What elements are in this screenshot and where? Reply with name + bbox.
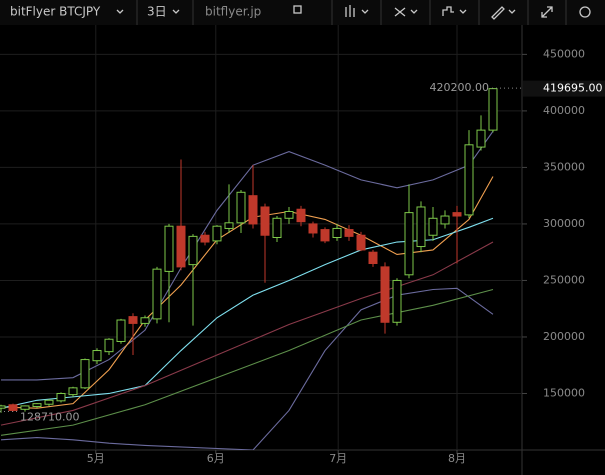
chevron[interactable] (410, 9, 418, 14)
candle-body (236, 191, 246, 224)
settings-icon[interactable] (579, 6, 591, 18)
candle-body (392, 279, 402, 323)
candle-body (428, 217, 438, 236)
chevron[interactable] (116, 9, 124, 14)
candle-body (296, 208, 306, 223)
candle-body (200, 234, 210, 243)
chevron[interactable] (459, 9, 467, 14)
toolbar: bitFlyer BTCJPY 3日 bitflyer.jp (0, 0, 605, 25)
low-label: 128710.00 (20, 411, 80, 424)
toolbar-bg (0, 0, 605, 25)
candle-body (272, 217, 282, 239)
y-tick-label: 150000 (543, 386, 585, 399)
x-tick-label: 6月 (207, 452, 225, 465)
chevron[interactable] (508, 9, 516, 14)
indicator-icon[interactable] (442, 6, 454, 16)
candle-body (380, 266, 390, 323)
candle-body (20, 405, 30, 410)
external-icon[interactable] (293, 5, 302, 14)
y-tick-label: 400000 (543, 104, 585, 117)
candle-body (404, 212, 414, 276)
y-tick-label: 300000 (543, 217, 585, 230)
fullscreen-icon[interactable] (541, 6, 553, 18)
candle-body (332, 227, 342, 238)
indicator-line (0, 241, 494, 426)
x-tick-label: 5月 (87, 452, 105, 465)
candle-body (8, 404, 18, 411)
candle-body (476, 129, 486, 148)
candle-body (68, 387, 78, 396)
candle-body (188, 235, 198, 266)
candle-body (176, 225, 186, 268)
last-price-label: 419695.00 (543, 82, 603, 95)
candle-body (260, 206, 270, 236)
pen-icon[interactable] (491, 6, 505, 20)
candle-body (80, 359, 90, 389)
candle-body (452, 212, 462, 217)
candle-body (344, 229, 354, 237)
y-tick-label: 250000 (543, 273, 585, 286)
high-label: 420200.00 (430, 81, 490, 94)
candle-body (308, 223, 318, 234)
y-tick-label: 350000 (543, 160, 585, 173)
candle-body (488, 88, 498, 131)
axis: 150000 200000 250000 300000 350000 400000 4500… (87, 47, 605, 465)
candle-body (356, 234, 366, 251)
candle-icon[interactable] (345, 5, 355, 17)
last-price-box (523, 80, 605, 97)
x-tick-label: 7月 (329, 452, 347, 465)
candle-body (32, 403, 42, 407)
indicator-line (0, 287, 494, 450)
candle-body (440, 215, 450, 225)
chevron[interactable] (361, 9, 369, 14)
candle-body (368, 251, 378, 264)
candle-body (56, 392, 66, 402)
x-tick-label: 8月 (448, 452, 466, 465)
candle-body (128, 316, 138, 324)
candle-body (284, 211, 294, 219)
symbol[interactable]: bitFlyer BTCJPY (10, 5, 101, 19)
y-tick-label: 450000 (543, 47, 585, 60)
candle-body (44, 399, 54, 405)
interval[interactable]: 3日 (147, 5, 167, 19)
plot (0, 87, 522, 450)
candle-body (464, 144, 474, 216)
candle-body (92, 350, 102, 362)
candle-body (0, 405, 6, 409)
candle-body (248, 195, 258, 225)
site-link[interactable]: bitflyer.jp (205, 5, 261, 19)
draw-icon[interactable] (394, 7, 406, 17)
candle-body (224, 222, 234, 229)
candle-body (212, 225, 222, 242)
candle-body (164, 225, 174, 272)
candle-body (116, 319, 126, 342)
indicator-line (0, 288, 494, 436)
candle-body (320, 229, 330, 242)
chevron[interactable] (172, 9, 180, 14)
candle-body (140, 317, 150, 324)
candle-body (152, 268, 162, 320)
candle-body (416, 206, 426, 248)
y-tick-label: 200000 (543, 330, 585, 343)
candle-body (104, 338, 114, 353)
